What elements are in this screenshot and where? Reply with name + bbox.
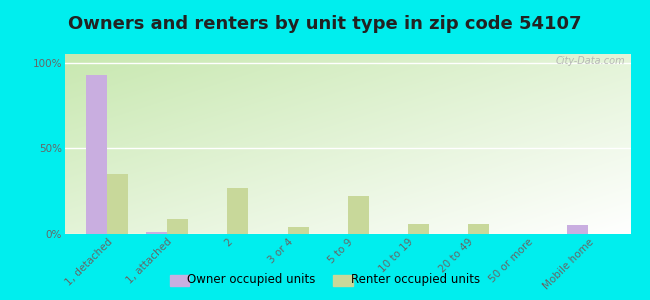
- Bar: [107, 174, 128, 234]
- Bar: [167, 219, 188, 234]
- Legend: Owner occupied units, Renter occupied units: Owner occupied units, Renter occupied un…: [165, 269, 485, 291]
- Text: Owners and renters by unit type in zip code 54107: Owners and renters by unit type in zip c…: [68, 15, 582, 33]
- Bar: [348, 196, 369, 234]
- Bar: [287, 227, 309, 234]
- Text: City-Data.com: City-Data.com: [555, 56, 625, 66]
- Bar: [146, 232, 167, 234]
- Bar: [227, 188, 248, 234]
- Bar: [567, 225, 588, 234]
- Bar: [468, 224, 489, 234]
- Bar: [408, 224, 429, 234]
- Bar: [86, 75, 107, 234]
